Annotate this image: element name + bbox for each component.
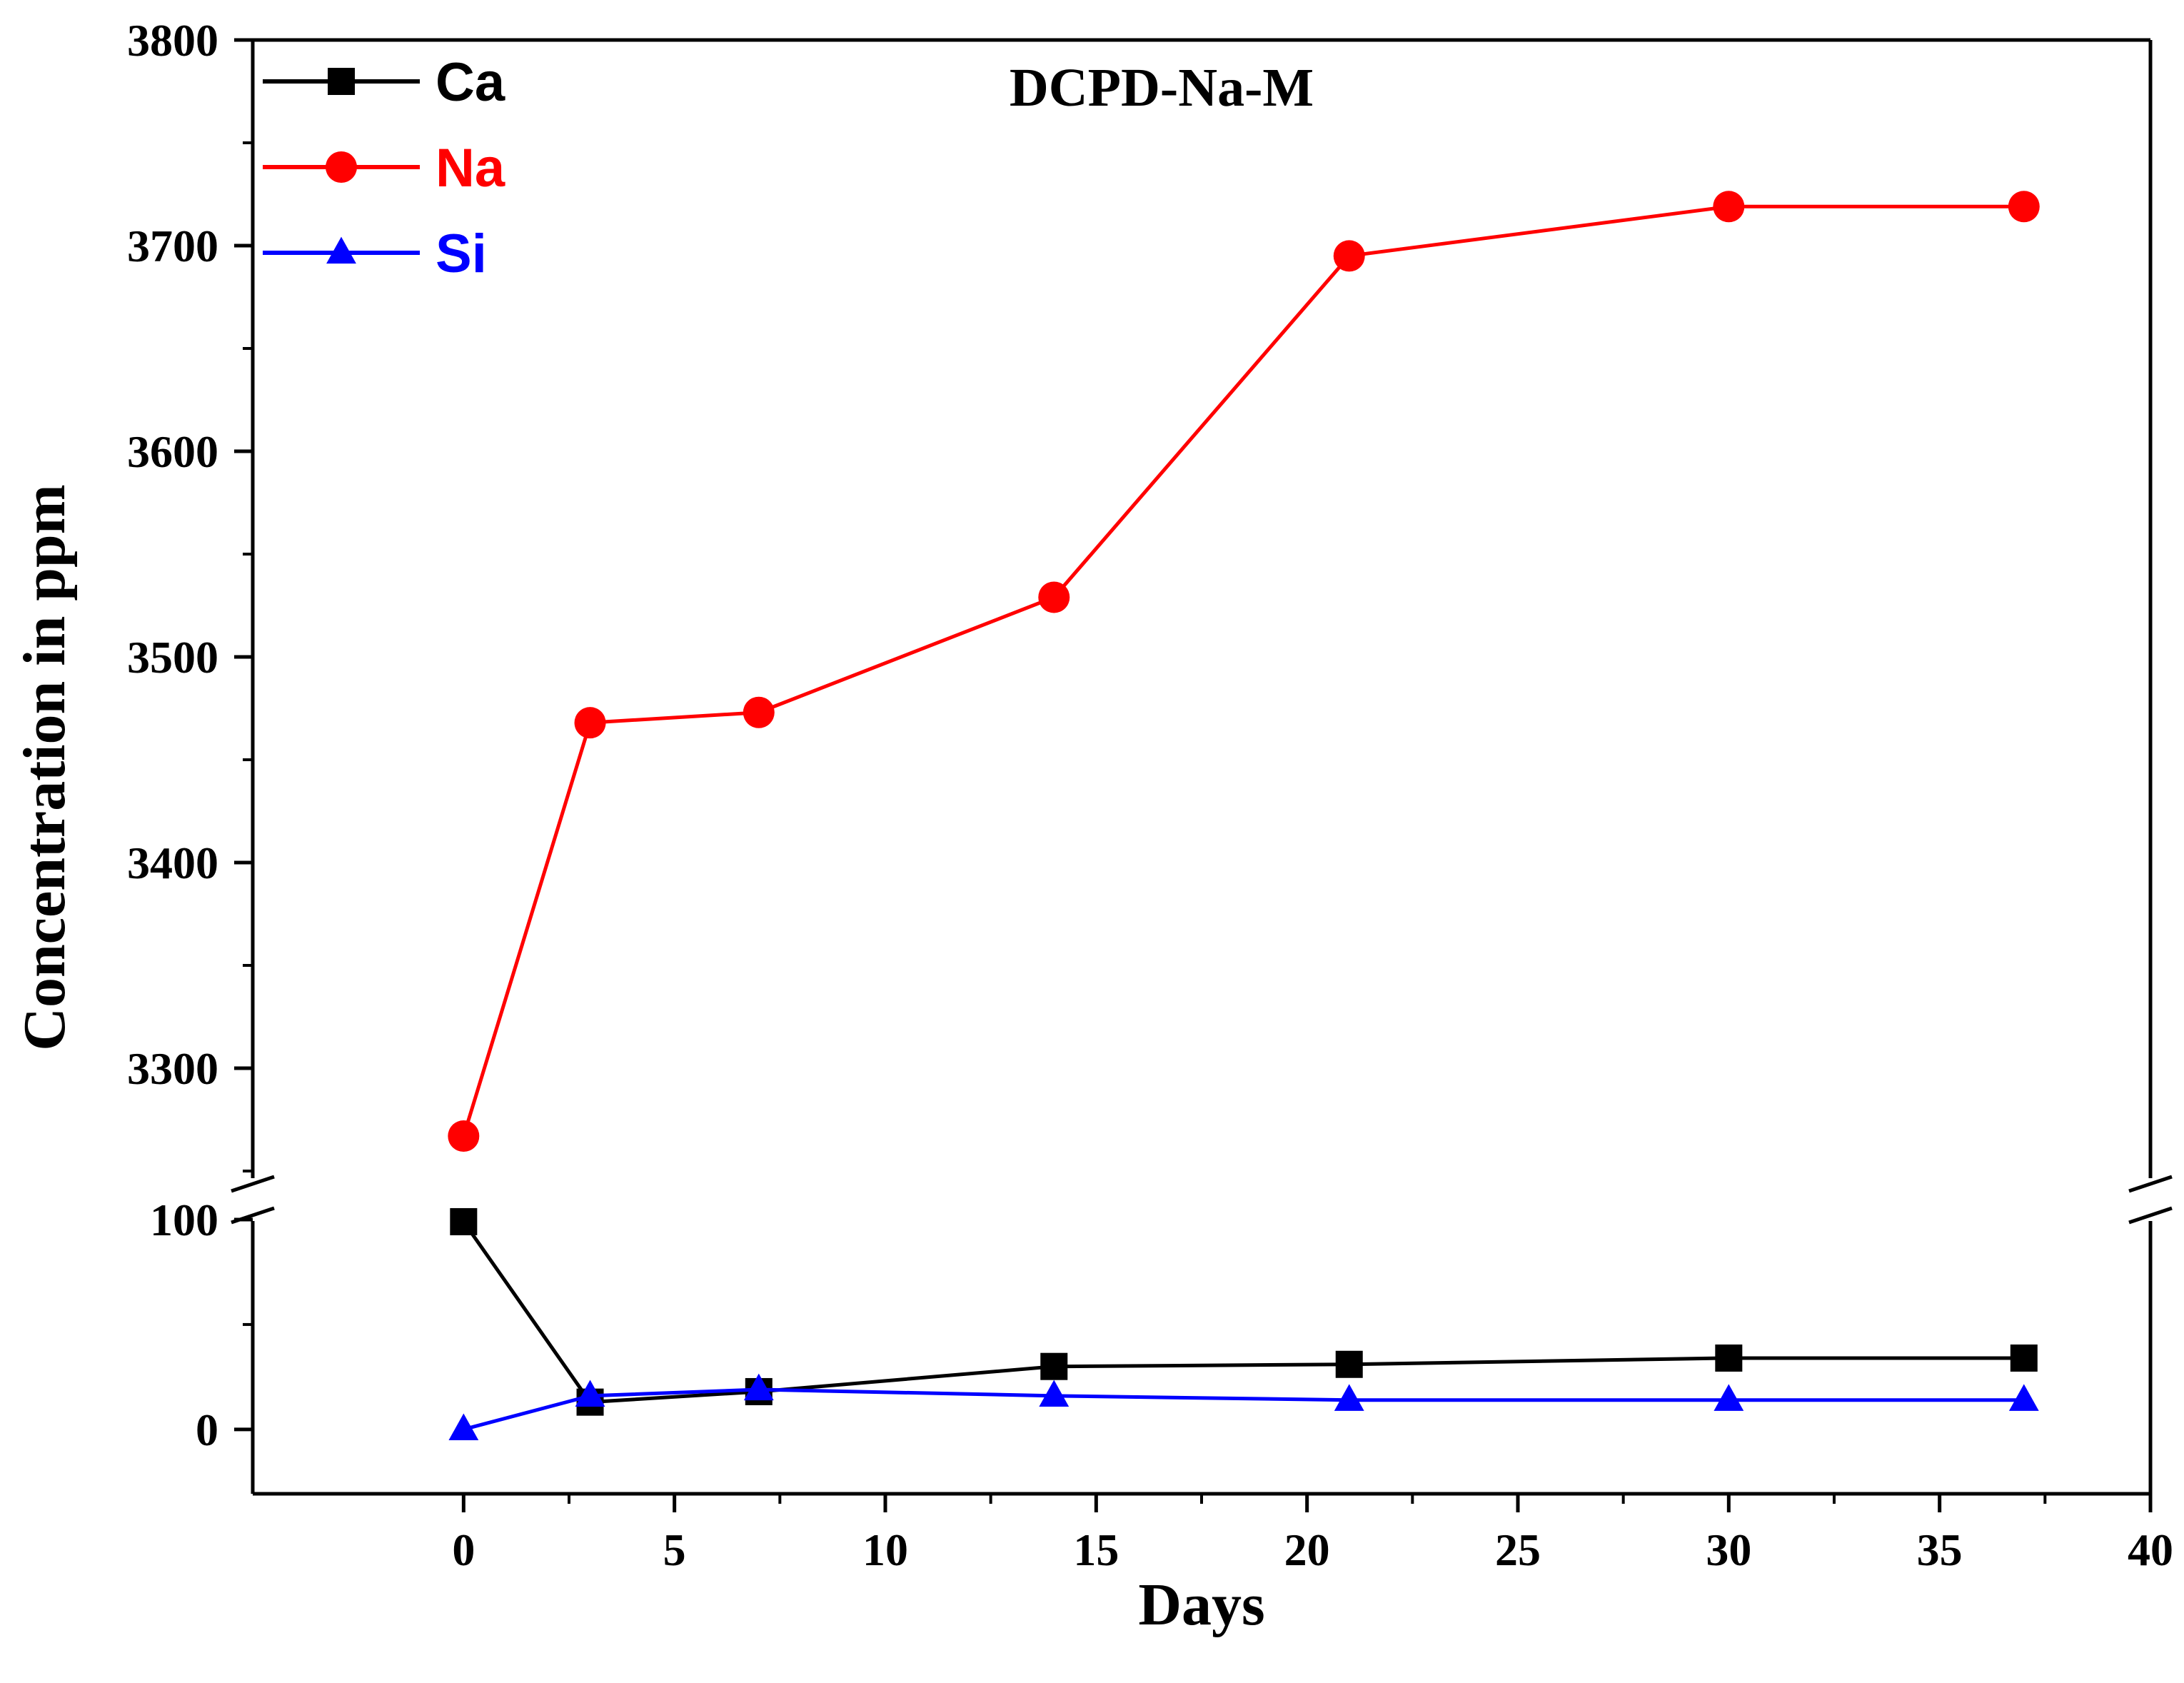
- data-point-si: [448, 1413, 479, 1441]
- y-tick-label: 3700: [127, 221, 218, 271]
- legend-item-si: Si: [263, 223, 487, 284]
- x-tick-label: 40: [2128, 1524, 2173, 1575]
- legend-marker-ca: [328, 68, 355, 95]
- axis-break-marks: [231, 1175, 2173, 1225]
- data-point-ca: [1715, 1344, 1743, 1372]
- data-point-na: [743, 696, 775, 728]
- legend-item-na: Na: [263, 138, 505, 199]
- data-point-na: [2008, 191, 2040, 223]
- x-tick-label: 25: [1495, 1524, 1541, 1575]
- data-point-si: [2008, 1384, 2039, 1411]
- x-tick-label: 0: [452, 1524, 475, 1575]
- series-line-ca: [462, 1220, 2024, 1405]
- legend: Ca Na Si: [263, 52, 505, 284]
- x-tick-label: 35: [1917, 1524, 1963, 1575]
- y-axis-ticks: 3300 3400 3500 3600 3700 3800 0 100: [127, 15, 253, 1455]
- legend-item-ca: Ca: [263, 52, 505, 113]
- plot-frame: [251, 38, 2153, 1496]
- data-point-na: [1713, 191, 1745, 223]
- data-point-si: [1334, 1384, 1364, 1411]
- data-point-na: [448, 1120, 480, 1152]
- series-line-na: [461, 204, 2024, 1137]
- data-point-ca: [1040, 1352, 1068, 1380]
- data-point-si: [575, 1380, 605, 1407]
- axis-break-left-1: [231, 1175, 275, 1193]
- chart-title: DCPD-Na-M: [1010, 58, 1314, 118]
- y-tick-label: 3800: [127, 15, 218, 66]
- legend-marker-si: [326, 236, 356, 264]
- x-tick-label: 15: [1073, 1524, 1119, 1575]
- x-tick-label: 5: [663, 1524, 686, 1575]
- legend-label: Si: [436, 223, 487, 284]
- x-tick-label: 20: [1284, 1524, 1330, 1575]
- data-point-na: [1333, 240, 1365, 272]
- x-tick-label: 10: [862, 1524, 908, 1575]
- series-layer: [448, 191, 2040, 1441]
- series-ca: [450, 1207, 2038, 1416]
- axis-break-right-1: [2128, 1175, 2173, 1193]
- legend-label: Ca: [436, 52, 505, 113]
- data-point-na: [574, 707, 606, 739]
- y-axis-title: Concentration in ppm: [11, 484, 78, 1050]
- legend-marker-na: [326, 151, 357, 183]
- x-axis-title: Days: [1138, 1572, 1264, 1638]
- legend-label: Na: [436, 138, 505, 199]
- series-na: [448, 191, 2040, 1152]
- data-point-ca: [2010, 1344, 2038, 1372]
- y-tick-label: 3500: [127, 632, 218, 683]
- data-point-na: [1038, 581, 1070, 613]
- y-tick-label: 0: [196, 1405, 218, 1455]
- y-tick-label: 3600: [127, 426, 218, 477]
- data-point-si: [1714, 1384, 1744, 1411]
- series-si: [448, 1373, 2039, 1441]
- data-point-ca: [450, 1207, 478, 1235]
- y-tick-label: 3400: [127, 838, 218, 888]
- x-axis-ticks: 0 5 10 15 20 25 30 35 40: [452, 1494, 2173, 1575]
- axis-break-right-2: [2128, 1206, 2173, 1225]
- data-point-si: [1039, 1380, 1070, 1407]
- data-point-ca: [1335, 1350, 1363, 1378]
- x-tick-label: 30: [1706, 1524, 1751, 1575]
- y-tick-label: 100: [150, 1195, 218, 1245]
- y-tick-label: 3300: [127, 1043, 218, 1094]
- data-point-si: [743, 1373, 774, 1401]
